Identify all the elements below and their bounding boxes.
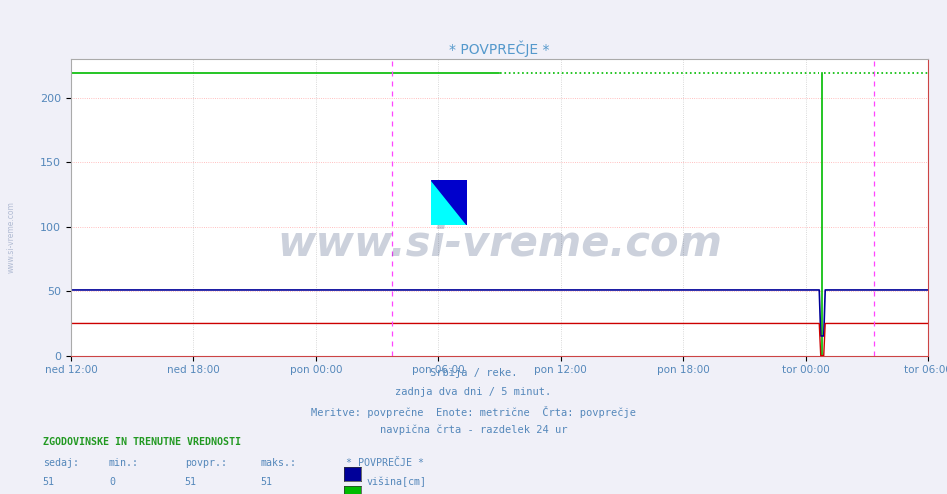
Polygon shape	[431, 180, 467, 225]
Text: www.si-vreme.com: www.si-vreme.com	[277, 222, 722, 264]
Text: Srbija / reke.: Srbija / reke.	[430, 368, 517, 378]
Title: * POVPREČJE *: * POVPREČJE *	[449, 40, 550, 57]
Text: zadnja dva dni / 5 minut.: zadnja dva dni / 5 minut.	[396, 387, 551, 397]
Text: povpr.:: povpr.:	[185, 458, 226, 468]
Text: maks.:: maks.:	[260, 458, 296, 468]
Text: min.:: min.:	[109, 458, 139, 468]
Text: višina[cm]: višina[cm]	[366, 477, 426, 487]
Text: sedaj:: sedaj:	[43, 458, 79, 468]
Text: 51: 51	[185, 477, 197, 487]
Text: * POVPREČJE *: * POVPREČJE *	[346, 458, 423, 468]
Text: 51: 51	[260, 477, 273, 487]
Text: ZGODOVINSKE IN TRENUTNE VREDNOSTI: ZGODOVINSKE IN TRENUTNE VREDNOSTI	[43, 437, 241, 447]
Text: navpična črta - razdelek 24 ur: navpična črta - razdelek 24 ur	[380, 424, 567, 435]
Polygon shape	[431, 180, 467, 225]
Text: www.si-vreme.com: www.si-vreme.com	[7, 201, 16, 273]
Text: 51: 51	[43, 477, 55, 487]
Text: Meritve: povprečne  Enote: metrične  Črta: povprečje: Meritve: povprečne Enote: metrične Črta:…	[311, 406, 636, 417]
Text: 0: 0	[109, 477, 115, 487]
